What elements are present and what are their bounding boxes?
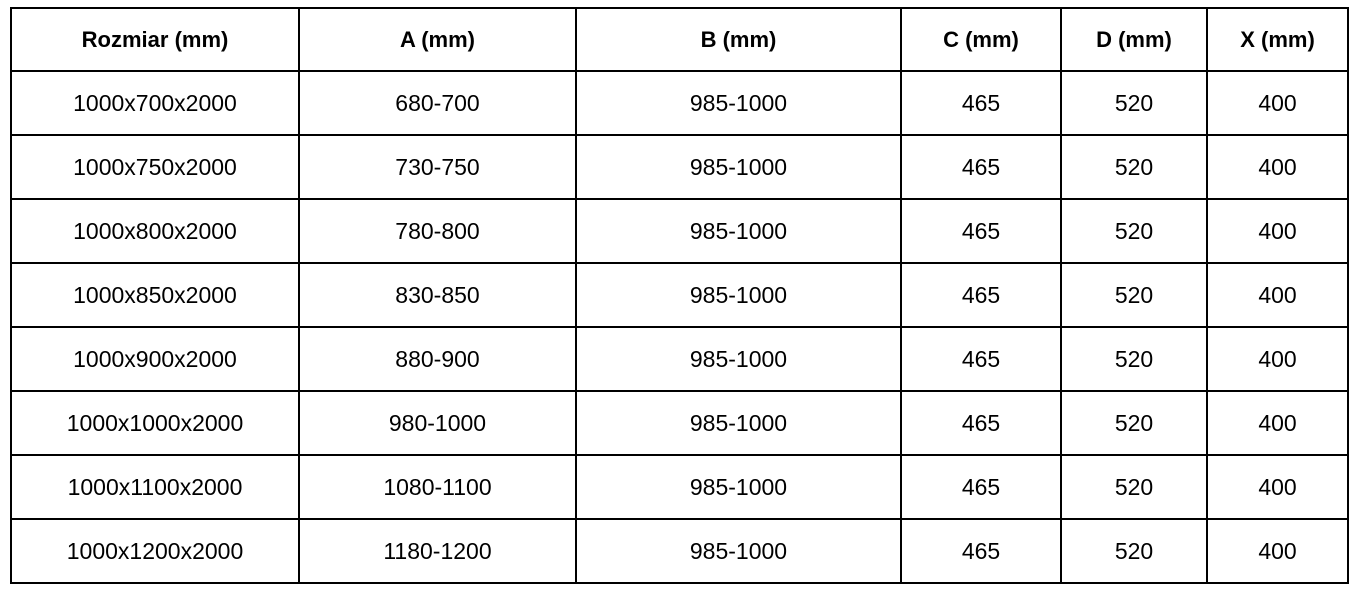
cell-c: 465 <box>900 326 1062 392</box>
cell-size: 1000x800x2000 <box>10 198 300 264</box>
cell-d: 520 <box>1060 518 1208 584</box>
column-header-c: C (mm) <box>900 7 1062 72</box>
cell-size: 1000x1000x2000 <box>10 390 300 456</box>
cell-b: 985-1000 <box>575 134 902 200</box>
cell-c: 465 <box>900 454 1062 520</box>
cell-b: 985-1000 <box>575 454 902 520</box>
table-row: 1000x700x2000 680-700 985-1000 465 520 400 <box>10 70 1349 136</box>
table-row: 1000x750x2000 730-750 985-1000 465 520 400 <box>10 134 1349 200</box>
cell-size: 1000x900x2000 <box>10 326 300 392</box>
cell-a: 830-850 <box>298 262 577 328</box>
cell-c: 465 <box>900 198 1062 264</box>
cell-b: 985-1000 <box>575 262 902 328</box>
cell-size: 1000x700x2000 <box>10 70 300 136</box>
table-row: 1000x1000x2000 980-1000 985-1000 465 520 400 <box>10 390 1349 456</box>
table-row: 1000x1100x2000 1080-1100 985-1000 465 520 400 <box>10 454 1349 520</box>
cell-b: 985-1000 <box>575 70 902 136</box>
cell-c: 465 <box>900 134 1062 200</box>
cell-size: 1000x1100x2000 <box>10 454 300 520</box>
cell-a: 1080-1100 <box>298 454 577 520</box>
cell-d: 520 <box>1060 134 1208 200</box>
table-row: 1000x800x2000 780-800 985-1000 465 520 400 <box>10 198 1349 264</box>
cell-a: 680-700 <box>298 70 577 136</box>
cell-c: 465 <box>900 518 1062 584</box>
cell-a: 730-750 <box>298 134 577 200</box>
column-header-d: D (mm) <box>1060 7 1208 72</box>
cell-x: 400 <box>1206 518 1349 584</box>
cell-d: 520 <box>1060 198 1208 264</box>
cell-a: 780-800 <box>298 198 577 264</box>
table-row: 1000x850x2000 830-850 985-1000 465 520 400 <box>10 262 1349 328</box>
cell-x: 400 <box>1206 70 1349 136</box>
cell-c: 465 <box>900 390 1062 456</box>
cell-size: 1000x750x2000 <box>10 134 300 200</box>
dimensions-table: Rozmiar (mm) A (mm) B (mm) C (mm) D (mm) X (m… <box>10 7 1349 584</box>
cell-a: 1180-1200 <box>298 518 577 584</box>
cell-b: 985-1000 <box>575 326 902 392</box>
table-row: 1000x1200x2000 1180-1200 985-1000 465 520 400 <box>10 518 1349 584</box>
column-header-size: Rozmiar (mm) <box>10 7 300 72</box>
cell-x: 400 <box>1206 134 1349 200</box>
column-header-x: X (mm) <box>1206 7 1349 72</box>
column-header-b: B (mm) <box>575 7 902 72</box>
table-row: 1000x900x2000 880-900 985-1000 465 520 400 <box>10 326 1349 392</box>
cell-c: 465 <box>900 262 1062 328</box>
cell-x: 400 <box>1206 262 1349 328</box>
cell-d: 520 <box>1060 70 1208 136</box>
cell-x: 400 <box>1206 198 1349 264</box>
cell-d: 520 <box>1060 262 1208 328</box>
cell-b: 985-1000 <box>575 198 902 264</box>
cell-a: 980-1000 <box>298 390 577 456</box>
cell-b: 985-1000 <box>575 390 902 456</box>
cell-x: 400 <box>1206 454 1349 520</box>
cell-d: 520 <box>1060 454 1208 520</box>
cell-d: 520 <box>1060 390 1208 456</box>
cell-c: 465 <box>900 70 1062 136</box>
cell-x: 400 <box>1206 390 1349 456</box>
cell-b: 985-1000 <box>575 518 902 584</box>
cell-size: 1000x1200x2000 <box>10 518 300 584</box>
cell-size: 1000x850x2000 <box>10 262 300 328</box>
column-header-a: A (mm) <box>298 7 577 72</box>
cell-a: 880-900 <box>298 326 577 392</box>
cell-d: 520 <box>1060 326 1208 392</box>
cell-x: 400 <box>1206 326 1349 392</box>
header-row: Rozmiar (mm) A (mm) B (mm) C (mm) D (mm) X (m… <box>10 7 1349 72</box>
